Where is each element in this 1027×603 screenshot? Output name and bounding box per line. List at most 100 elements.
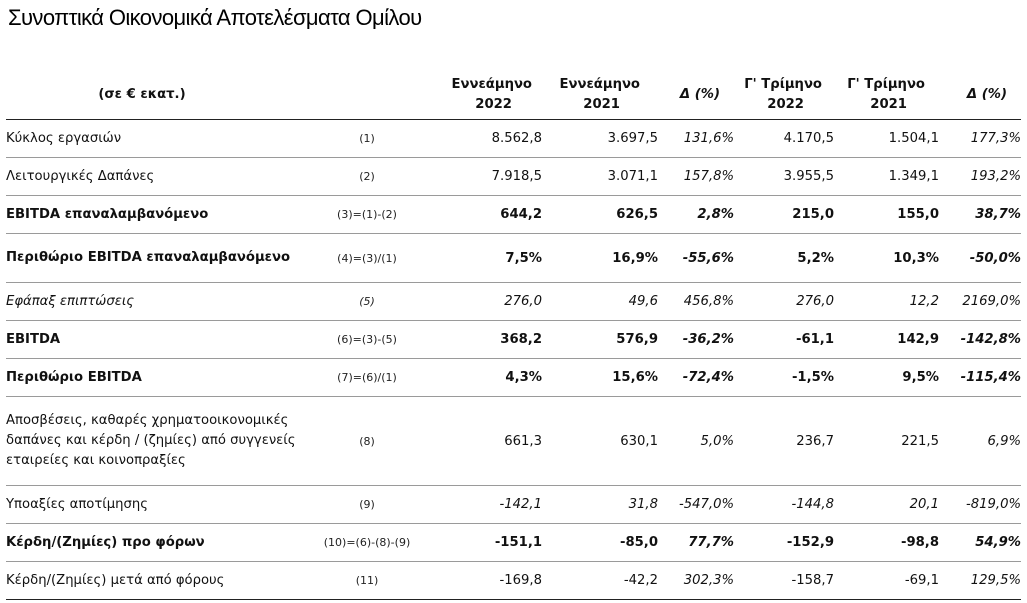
row-label: Λειτουργικές Δαπάνες — [6, 157, 296, 196]
row-label: Εφάπαξ επιπτώσεις — [6, 282, 296, 321]
row-label: EBITDA — [6, 320, 296, 359]
column-header-line2: 2021 — [870, 97, 907, 112]
row-formula: (9) — [296, 485, 438, 524]
cell-q3-2021: -69,1 — [834, 561, 939, 600]
cell-9m-2021: -85,0 — [542, 523, 658, 562]
row-formula: (2) — [296, 157, 438, 196]
cell-9m-2022: 661,3 — [438, 396, 542, 486]
cell-q3-2021: 142,9 — [834, 320, 939, 359]
column-header-line1: Εννεάμηνο — [559, 77, 640, 92]
column-header-line1: Δ (%) — [966, 87, 1007, 102]
table-row: Περιθώριο EBITDA (7)=(6)/(1) 4,3% 15,6% … — [6, 358, 1021, 397]
table-row: Κύκλος εργασιών (1) 8.562,8 3.697,5 131,… — [6, 119, 1021, 158]
unit-label: (σε € εκατ.) — [6, 71, 296, 120]
page-title: Συνοπτικά Οικονομικά Αποτελέσματα Ομίλου — [8, 5, 422, 30]
cell-q3-2022: 215,0 — [734, 195, 834, 234]
financial-results-table: (σε € εκατ.) Εννεάμηνο 2022 Εννεάμηνο 2021… — [6, 71, 1021, 600]
table-row: Κέρδη/(Ζημίες) μετά από φόρους (11) -169… — [6, 561, 1021, 600]
column-header: Γ' Τρίμηνο 2022 — [734, 71, 834, 120]
table-row: EBITDA (6)=(3)-(5) 368,2 576,9 -36,2% -6… — [6, 320, 1021, 359]
table-row: Εφάπαξ επιπτώσεις (5) 276,0 49,6 456,8% … — [6, 282, 1021, 321]
cell-9m-2021: 31,8 — [542, 485, 658, 524]
row-formula: (4)=(3)/(1) — [296, 233, 438, 283]
cell-delta-q3: 6,9% — [939, 396, 1021, 486]
cell-q3-2021: -98,8 — [834, 523, 939, 562]
cell-q3-2022: -1,5% — [734, 358, 834, 397]
formula-header — [296, 71, 438, 120]
cell-delta-9m: 157,8% — [658, 157, 734, 196]
cell-9m-2021: 3.071,1 — [542, 157, 658, 196]
row-label: Περιθώριο EBITDA επαναλαμβανόμενο — [6, 233, 296, 283]
row-label: Περιθώριο EBITDA — [6, 358, 296, 397]
row-label: Κέρδη/(Ζημίες) προ φόρων — [6, 523, 296, 562]
cell-9m-2022: 276,0 — [438, 282, 542, 321]
row-formula: (3)=(1)-(2) — [296, 195, 438, 234]
cell-9m-2022: 7.918,5 — [438, 157, 542, 196]
column-header-line1: Δ (%) — [679, 87, 720, 102]
row-formula: (5) — [296, 282, 438, 321]
cell-delta-9m: -72,4% — [658, 358, 734, 397]
column-header-line1: Γ' Τρίμηνο — [847, 77, 925, 92]
cell-q3-2021: 1.349,1 — [834, 157, 939, 196]
row-formula: (11) — [296, 561, 438, 600]
cell-9m-2022: 7,5% — [438, 233, 542, 283]
cell-delta-q3: 193,2% — [939, 157, 1021, 196]
cell-q3-2022: -152,9 — [734, 523, 834, 562]
column-header-line2: 2022 — [767, 97, 804, 112]
cell-q3-2022: 5,2% — [734, 233, 834, 283]
cell-delta-9m: -55,6% — [658, 233, 734, 283]
cell-q3-2022: -61,1 — [734, 320, 834, 359]
cell-delta-9m: 5,0% — [658, 396, 734, 486]
table-row: Λειτουργικές Δαπάνες (2) 7.918,5 3.071,1… — [6, 157, 1021, 196]
row-label: Αποσβέσεις, καθαρές χρηματοοικονομικές δ… — [6, 396, 296, 486]
cell-9m-2021: 626,5 — [542, 195, 658, 234]
cell-9m-2022: 644,2 — [438, 195, 542, 234]
column-header: Δ (%) — [658, 71, 734, 120]
cell-q3-2021: 9,5% — [834, 358, 939, 397]
cell-delta-9m: 302,3% — [658, 561, 734, 600]
table-row: Κέρδη/(Ζημίες) προ φόρων (10)=(6)-(8)-(9… — [6, 523, 1021, 562]
row-formula: (1) — [296, 119, 438, 158]
cell-q3-2021: 221,5 — [834, 396, 939, 486]
table-row: Περιθώριο EBITDA επαναλαμβανόμενο (4)=(3… — [6, 233, 1021, 283]
column-header-line1: Γ' Τρίμηνο — [744, 77, 822, 92]
column-header: Εννεάμηνο 2021 — [542, 71, 658, 120]
row-label: Κύκλος εργασιών — [6, 119, 296, 158]
cell-q3-2021: 1.504,1 — [834, 119, 939, 158]
cell-9m-2022: -151,1 — [438, 523, 542, 562]
cell-9m-2022: -169,8 — [438, 561, 542, 600]
cell-q3-2021: 155,0 — [834, 195, 939, 234]
cell-9m-2021: -42,2 — [542, 561, 658, 600]
column-header: Εννεάμηνο 2022 — [438, 71, 542, 120]
cell-delta-9m: -36,2% — [658, 320, 734, 359]
row-formula: (6)=(3)-(5) — [296, 320, 438, 359]
cell-delta-9m: 456,8% — [658, 282, 734, 321]
row-label: Κέρδη/(Ζημίες) μετά από φόρους — [6, 561, 296, 600]
column-header-line2: 2021 — [583, 97, 620, 112]
cell-q3-2022: 236,7 — [734, 396, 834, 486]
table-row: EBITDA επαναλαμβανόμενο (3)=(1)-(2) 644,… — [6, 195, 1021, 234]
column-header: Δ (%) — [939, 71, 1021, 120]
cell-delta-q3: -819,0% — [939, 485, 1021, 524]
cell-q3-2022: -158,7 — [734, 561, 834, 600]
cell-9m-2022: 368,2 — [438, 320, 542, 359]
cell-delta-9m: 2,8% — [658, 195, 734, 234]
cell-delta-9m: 131,6% — [658, 119, 734, 158]
cell-delta-q3: -115,4% — [939, 358, 1021, 397]
cell-q3-2022: 3.955,5 — [734, 157, 834, 196]
cell-9m-2022: -142,1 — [438, 485, 542, 524]
cell-q3-2021: 10,3% — [834, 233, 939, 283]
cell-9m-2022: 8.562,8 — [438, 119, 542, 158]
cell-delta-9m: -547,0% — [658, 485, 734, 524]
cell-delta-q3: -50,0% — [939, 233, 1021, 283]
cell-9m-2021: 15,6% — [542, 358, 658, 397]
cell-q3-2022: -144,8 — [734, 485, 834, 524]
cell-9m-2021: 49,6 — [542, 282, 658, 321]
table-header-row: (σε € εκατ.) Εννεάμηνο 2022 Εννεάμηνο 2021… — [6, 71, 1021, 120]
cell-9m-2021: 16,9% — [542, 233, 658, 283]
cell-delta-q3: 54,9% — [939, 523, 1021, 562]
cell-q3-2021: 12,2 — [834, 282, 939, 321]
cell-9m-2022: 4,3% — [438, 358, 542, 397]
cell-delta-q3: 38,7% — [939, 195, 1021, 234]
cell-9m-2021: 630,1 — [542, 396, 658, 486]
